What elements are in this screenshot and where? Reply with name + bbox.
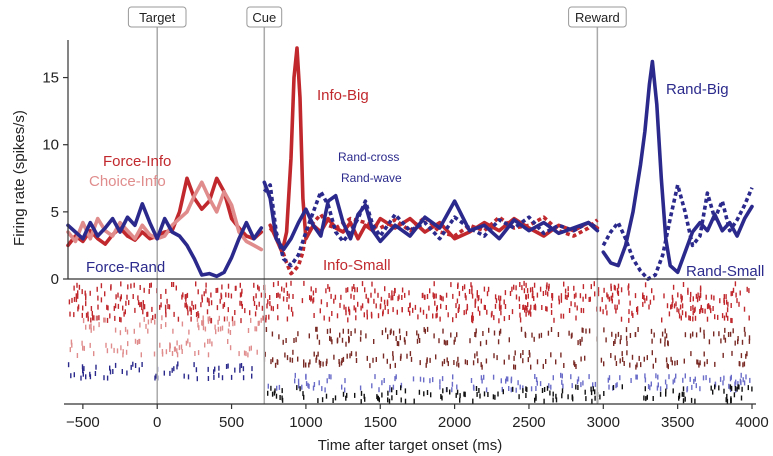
series-lines (66, 46, 754, 281)
annotation-choice-info: Choice-Info (89, 173, 166, 190)
annotation-rand-big: Rand-Big (666, 81, 729, 98)
event-box (568, 6, 627, 28)
raster-row (68, 292, 746, 313)
raster-row (69, 303, 750, 324)
annotation-force-info: Force-Info (103, 153, 171, 170)
raster-row (263, 349, 748, 370)
series-line (601, 183, 754, 281)
annotation-info-small: Info-Small (323, 257, 391, 274)
series-line (601, 59, 754, 275)
x-axis-title: Time after target onset (ms) (318, 437, 503, 454)
y-axis-title: Firing rate (spikes/s) (11, 110, 28, 246)
x-tick-label: 2000 (438, 414, 471, 431)
event-markers: Target Cue Reward (127, 6, 627, 404)
event-label: Cue (252, 10, 276, 25)
series-line (66, 176, 264, 248)
raster-row (265, 326, 751, 347)
x-tick-label: 4000 (735, 414, 768, 431)
y-tick-label: 5 (51, 204, 59, 221)
raster-row (267, 384, 753, 405)
x-tick-label: −500 (66, 414, 100, 431)
raster-row (73, 280, 750, 301)
y-tick-label: 15 (42, 70, 59, 87)
annotation-info-big: Info-Big (317, 87, 369, 104)
annotation-rand-wave: Rand-wave (341, 171, 402, 185)
x-tick-label: 3500 (661, 414, 694, 431)
annotation-force-rand: Force-Rand (86, 259, 165, 276)
y-tick-label: 10 (42, 137, 59, 154)
x-tick-label: 500 (219, 414, 244, 431)
series-line (66, 202, 264, 279)
raster-row (267, 372, 751, 393)
event-box (246, 6, 283, 28)
series-line (66, 180, 264, 252)
x-tick-label: 1000 (289, 414, 322, 431)
event-label: Target (139, 10, 176, 25)
event-box (127, 6, 187, 28)
raster-row (67, 361, 253, 382)
x-tick-label: 2500 (512, 414, 545, 431)
annotation-rand-cross: Rand-cross (338, 150, 399, 164)
x-tick-label: 1500 (364, 414, 397, 431)
annotation-rand-small: Rand-Small (686, 263, 764, 280)
raster-row (82, 315, 262, 336)
axes: 0 5 10 15 −500 0 500 1000 1500 2000 2500 3000 3500 40… (42, 40, 769, 431)
x-tick-label: 3000 (587, 414, 620, 431)
x-tick-label: 0 (153, 414, 161, 431)
y-tick-label: 0 (51, 271, 59, 288)
series-line (262, 180, 600, 252)
spike-raster (67, 280, 753, 405)
raster-row (69, 338, 258, 358)
event-label: Reward (575, 10, 620, 25)
